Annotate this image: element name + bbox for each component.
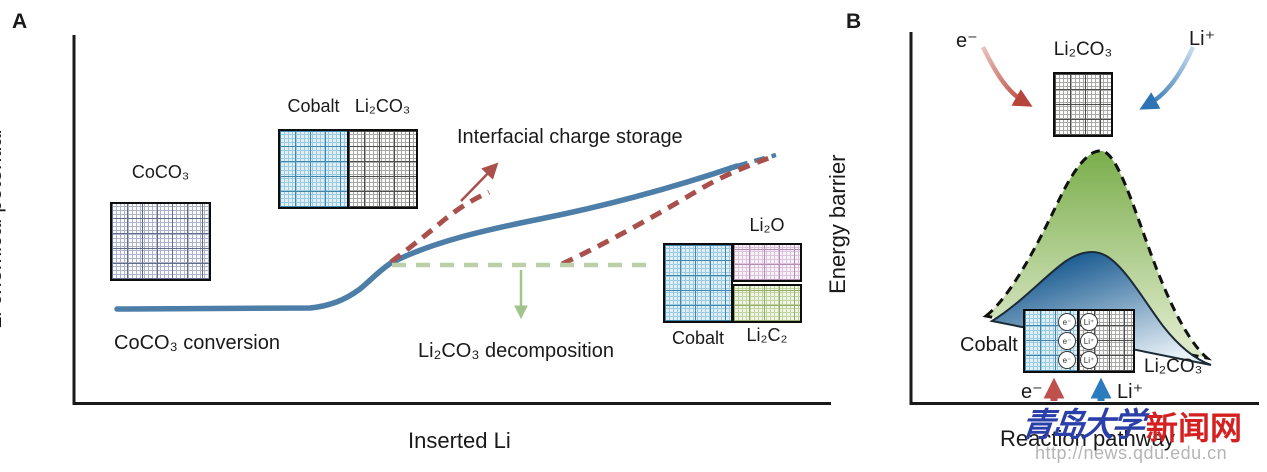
electron-particle-label: e⁻ xyxy=(1062,355,1072,365)
electron-curved-arrow xyxy=(980,46,1033,107)
energy-barrier-blue-mound xyxy=(989,251,1212,366)
cobalt-box-small xyxy=(663,243,733,323)
electron-particle: e⁻ xyxy=(1058,332,1076,350)
li-ion-particle-label: Li⁺ xyxy=(1083,355,1095,365)
panel-a-axes xyxy=(72,35,831,405)
li2c2-box xyxy=(732,284,802,323)
electron-bottom-label: e⁻ xyxy=(1021,381,1043,403)
electron-particle-label: e⁻ xyxy=(1062,336,1072,346)
potential-curve xyxy=(114,163,740,312)
cobalt-interface-label: Cobalt xyxy=(960,334,1018,356)
panel-b-letter: B xyxy=(846,10,862,33)
li-ion-bottom-label: Li⁺ xyxy=(1117,381,1144,403)
coco3-conversion-annotation: CoCO₃ conversion xyxy=(114,332,280,354)
li-ion-curved-arrow xyxy=(1139,46,1196,110)
electron-particle-label: e⁻ xyxy=(1062,317,1072,327)
panel-a-letter: A xyxy=(12,10,28,33)
panel-b-x-axis-label: Reaction pathway xyxy=(1000,426,1175,451)
panel-b-y-axis-label: Energy barrier xyxy=(824,154,850,294)
electron-top-label: e⁻ xyxy=(956,30,978,52)
li2c2-box-label: Li₂C₂ xyxy=(746,325,788,345)
li2co3-box-a-label: Li₂CO₃ xyxy=(354,96,411,116)
coco3-box-label: CoCO₃ xyxy=(131,162,190,182)
li2co3-box-b xyxy=(1053,72,1113,137)
li-ion-particle: Li⁺ xyxy=(1080,332,1098,350)
li2co3-interface-label: Li₂CO₃ xyxy=(1144,356,1203,377)
li-ion-particle: Li⁺ xyxy=(1080,351,1098,369)
panel-a-x-axis-label: Inserted Li xyxy=(408,428,511,453)
li2co3-decomposition-annotation: Li₂CO₃ decomposition xyxy=(418,340,614,362)
watermark-site-section: 新闻网 xyxy=(1146,410,1243,446)
cobalt-small-box-label: Cobalt xyxy=(671,328,725,348)
coco3-box xyxy=(110,202,211,281)
li-ion-top-label: Li⁺ xyxy=(1189,28,1216,50)
li2co3-top-box-label: Li₂CO₃ xyxy=(1053,39,1113,60)
charge-storage-arrow xyxy=(460,162,499,202)
cobalt-box-a-label: Cobalt xyxy=(287,96,340,116)
watermark-url: http://news.qdu.edu.cn xyxy=(1035,443,1228,463)
electron-particle: e⁻ xyxy=(1058,351,1076,369)
li-ion-particle: Li⁺ xyxy=(1080,313,1098,331)
cobalt-box-a xyxy=(278,129,349,209)
li2o-box-label: Li₂O xyxy=(749,215,785,235)
panel-a-y-axis-label: Li chemical potential xyxy=(0,129,6,329)
watermark-site-name: 青岛大学 xyxy=(1019,406,1144,443)
charge-storage-branch-2 xyxy=(560,155,770,267)
li2co3-box-a xyxy=(347,129,418,209)
charge-storage-branch-1 xyxy=(389,189,491,264)
panel-b-axes xyxy=(909,32,1259,405)
li-ion-particle-label: Li⁺ xyxy=(1083,336,1095,346)
li-ion-particle-label: Li⁺ xyxy=(1083,317,1095,327)
potential-curve-dashed-end xyxy=(736,152,777,169)
electron-particle: e⁻ xyxy=(1058,313,1076,331)
interfacial-charge-storage-annotation: Interfacial charge storage xyxy=(457,126,683,148)
li2o-box xyxy=(732,243,802,282)
